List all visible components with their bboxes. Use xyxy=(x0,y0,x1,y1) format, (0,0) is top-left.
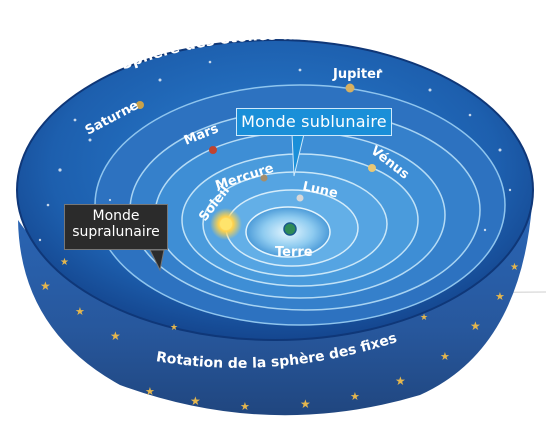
terre-dot xyxy=(283,222,297,236)
fixed-stars xyxy=(38,60,512,242)
rotation-band xyxy=(18,205,532,416)
lune-label: Lune xyxy=(301,179,339,201)
lune-dot xyxy=(296,194,304,202)
saturne-dot xyxy=(136,101,144,109)
svg-text:★: ★ xyxy=(395,374,406,388)
svg-text:★: ★ xyxy=(75,305,85,318)
svg-text:★: ★ xyxy=(190,394,201,408)
terre-label: Terre xyxy=(275,245,313,260)
supralunar-callout: Monde supralunaire xyxy=(64,204,168,250)
svg-text:★: ★ xyxy=(440,350,450,363)
sublunar-callout: Monde sublunaire xyxy=(236,108,392,136)
gold-stars: ★ ★ ★ ★ ★ ★ ★ ★ ★ ★ ★ ★ ★ ★ ★ ★ xyxy=(40,257,519,413)
svg-text:★: ★ xyxy=(240,400,250,413)
soleil-dot xyxy=(220,218,232,230)
jupiter-dot xyxy=(345,83,355,93)
svg-text:★: ★ xyxy=(420,313,428,323)
jupiter-label: Jupiter xyxy=(332,67,383,82)
svg-text:★: ★ xyxy=(510,262,519,273)
svg-text:★: ★ xyxy=(300,397,311,411)
svg-text:★: ★ xyxy=(350,390,360,403)
svg-text:★: ★ xyxy=(470,319,481,333)
svg-text:★: ★ xyxy=(60,257,69,268)
svg-text:★: ★ xyxy=(170,323,178,333)
svg-text:★: ★ xyxy=(495,290,505,303)
supralunar-pointer xyxy=(149,249,165,272)
svg-text:★: ★ xyxy=(145,385,155,398)
svg-text:★: ★ xyxy=(110,329,121,343)
mars-dot xyxy=(209,146,217,154)
mercure-dot xyxy=(260,174,268,182)
supralunar-line1: Monde xyxy=(92,208,140,224)
venus-dot xyxy=(368,164,376,172)
supralunar-line2: supralunaire xyxy=(72,224,160,241)
svg-text:★: ★ xyxy=(40,279,51,293)
